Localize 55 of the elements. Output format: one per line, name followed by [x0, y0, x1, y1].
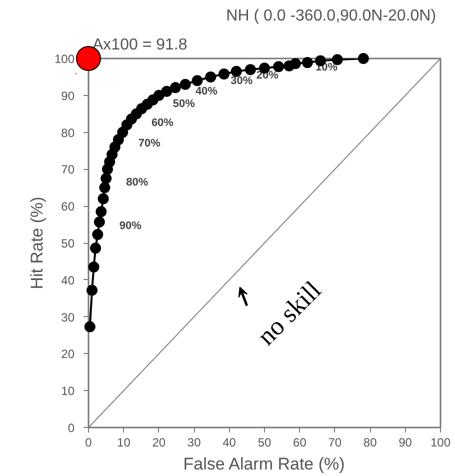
chart-title: NH ( 0.0 -360.0,90.0N-20.0N) [226, 8, 436, 24]
point [90, 242, 102, 254]
y-tick-label: 100 [54, 52, 75, 66]
x-tick-label: 10 [117, 436, 131, 450]
point [100, 172, 112, 184]
point [170, 82, 181, 94]
annotation: no skill [252, 276, 327, 351]
point [273, 61, 284, 72]
x-tick-label: 60 [293, 436, 307, 450]
point [205, 71, 216, 82]
y-tick-label: 20 [61, 347, 75, 362]
x-tick-label: 40 [222, 436, 236, 450]
point [230, 66, 242, 77]
annotation: 30% [230, 74, 253, 87]
y-tick-label: 40 [61, 273, 75, 288]
point [218, 68, 230, 80]
annotation: 60% [151, 117, 174, 130]
point [86, 284, 98, 296]
point [96, 206, 107, 218]
annotation: 70% [138, 138, 161, 150]
x-tick-label: 30 [187, 436, 202, 450]
x-tick-label: 100 [430, 436, 451, 450]
point [192, 75, 203, 86]
x-tick-label: 20 [152, 436, 166, 450]
x-tick-label: 80 [363, 436, 378, 450]
annotation: 90% [119, 220, 142, 232]
point [244, 64, 256, 76]
x-axis-title: False Alarm Rate (%) [183, 454, 345, 474]
point [98, 193, 109, 204]
annotation: 80% [126, 176, 148, 188]
x-tick-label: 0 [85, 436, 92, 450]
point [358, 53, 369, 64]
chart-subtitle: Ax100 = 91.8 [92, 36, 188, 54]
annotation: 50% [172, 98, 196, 110]
y-tick-label: 50 [61, 236, 75, 250]
point [99, 182, 110, 194]
point [94, 216, 105, 228]
x-tick-label: 70 [328, 436, 342, 450]
y-tick-label: 60 [61, 200, 75, 214]
point [161, 86, 172, 97]
annotation: 40% [195, 86, 218, 98]
y-tick-label: 0 [68, 421, 75, 435]
x-tick-label: 50 [258, 436, 272, 450]
point [290, 58, 301, 70]
point [180, 78, 191, 90]
point [302, 57, 313, 68]
y-tick-label: 30 [61, 310, 75, 324]
y-tick-label: 10 [61, 384, 75, 398]
y-axis-title: Hit Rate (%) [27, 196, 46, 290]
point [84, 321, 96, 332]
x-tick-label: 90 [398, 436, 412, 450]
point [88, 261, 100, 272]
point [153, 90, 164, 101]
y-tick-label: 70 [61, 162, 75, 177]
point [92, 229, 104, 240]
